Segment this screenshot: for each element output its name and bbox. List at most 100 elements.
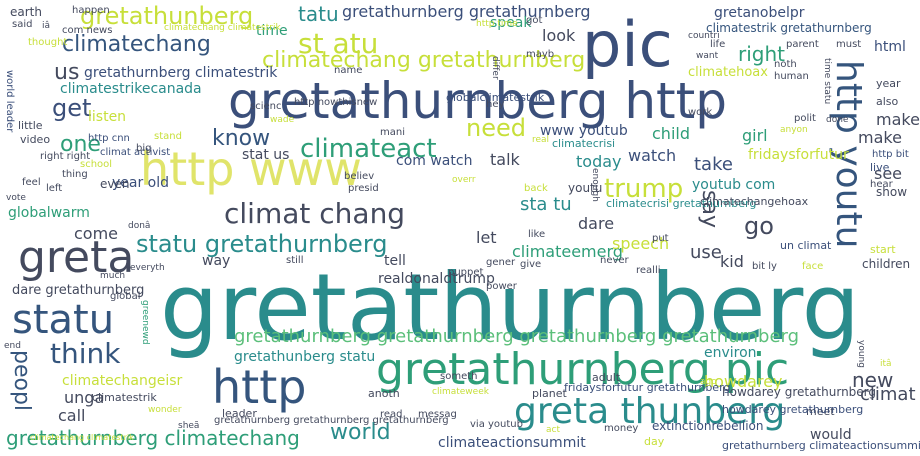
word: little: [18, 119, 43, 132]
word: year: [876, 77, 901, 90]
word: fridaysforfutur gretathurnberg: [564, 381, 731, 394]
word: day: [644, 435, 665, 448]
word: climatecrisi gretathurnberg: [606, 197, 757, 210]
word: know: [212, 126, 271, 151]
word: world: [330, 420, 391, 445]
word: gretathurnberg climatestrik: [84, 65, 278, 81]
word: pic: [582, 8, 673, 81]
word: mayb: [526, 49, 555, 60]
word: world leader: [4, 70, 15, 133]
word: big: [136, 143, 152, 154]
word: right: [738, 42, 785, 66]
word: meet: [806, 405, 835, 418]
word: climatechang: [62, 32, 211, 57]
word: look: [542, 26, 576, 45]
word: global: [110, 291, 141, 302]
word: howdarey gretathurnberg: [722, 385, 877, 399]
word: climatechang gretathurnberg: [262, 48, 586, 73]
word: wonder: [148, 405, 182, 415]
word: someth: [440, 371, 478, 382]
word: via youtub: [470, 419, 523, 430]
word: climateactionsummit: [438, 435, 586, 451]
word: messag: [418, 409, 457, 420]
word: said: [12, 19, 33, 30]
word: http nowthisnew: [294, 97, 378, 108]
word: work: [688, 107, 713, 118]
word: happen: [72, 5, 110, 16]
word: money: [604, 423, 639, 434]
word: gretanobelpr: [714, 5, 805, 21]
word: much: [100, 271, 126, 281]
word: young: [856, 340, 866, 368]
word: must: [836, 39, 862, 50]
word: video: [20, 133, 51, 146]
word: vote: [6, 193, 26, 203]
word: kid: [720, 252, 744, 271]
word: gretathurnberg gretathurnberg: [342, 2, 591, 21]
word: let: [476, 228, 497, 247]
word: adult: [592, 371, 621, 384]
word: thought: [28, 37, 68, 48]
word: tell: [384, 253, 406, 269]
word: dare: [578, 214, 615, 233]
word: climateweek: [432, 387, 489, 397]
word: globalwarm: [8, 205, 90, 221]
word: presid: [348, 183, 379, 194]
word: enough: [590, 168, 600, 202]
word: listen: [88, 109, 127, 125]
word: climateact: [300, 134, 437, 164]
word: put: [652, 233, 669, 244]
word: start: [870, 243, 896, 256]
word: youtub com: [692, 177, 776, 193]
word: come: [74, 224, 119, 243]
word: climatechangeisr: [62, 373, 183, 389]
word: also: [876, 95, 899, 108]
word: ago: [700, 377, 717, 387]
word: make: [858, 128, 902, 147]
word: climat activist: [100, 147, 171, 158]
word: need: [466, 114, 526, 142]
word: climatechangehoax: [700, 195, 809, 208]
word: done: [826, 115, 849, 125]
word: extinctionrebellion: [652, 419, 764, 433]
word: see: [874, 164, 903, 183]
word: child: [652, 124, 690, 143]
word: http cnn: [88, 133, 130, 144]
word: globalclimatestrik: [446, 91, 545, 104]
word: call: [58, 406, 86, 425]
word: watch: [628, 146, 677, 165]
word: girl: [742, 126, 768, 145]
word: noth: [774, 59, 797, 70]
word: overr: [452, 175, 476, 185]
word: com watch: [396, 153, 473, 169]
word: give: [520, 259, 542, 270]
word: gretathurnberg gretathurnberg gretathurn…: [234, 326, 800, 347]
word: climatecrisi: [552, 137, 616, 150]
word: donâ: [128, 221, 151, 231]
word: howdarey: [704, 372, 783, 391]
word: http bit: [872, 149, 909, 160]
word: differ: [490, 56, 500, 80]
word: act: [546, 425, 560, 435]
word: greenewd: [140, 300, 150, 345]
word: climat: [860, 384, 916, 405]
word: make: [876, 110, 920, 129]
word: climatestrikecanada: [60, 81, 202, 97]
word: everyth: [130, 263, 165, 273]
word: mani: [380, 127, 405, 138]
word: stand: [154, 131, 182, 142]
word: climatechang climatestrik: [30, 433, 134, 442]
word: way: [202, 253, 231, 269]
word: power: [486, 281, 517, 292]
word: bit ly: [752, 261, 777, 272]
word: one: [60, 132, 101, 157]
word: us: [54, 60, 80, 85]
word: scienc: [250, 101, 282, 112]
word: gener: [486, 257, 516, 268]
word: take: [694, 154, 733, 175]
word: time: [256, 23, 288, 39]
word: feel: [22, 177, 41, 188]
word: say: [697, 190, 722, 228]
word: climatechang climatestrik: [164, 23, 281, 33]
word: climatestrik gretathurnberg: [706, 21, 872, 35]
